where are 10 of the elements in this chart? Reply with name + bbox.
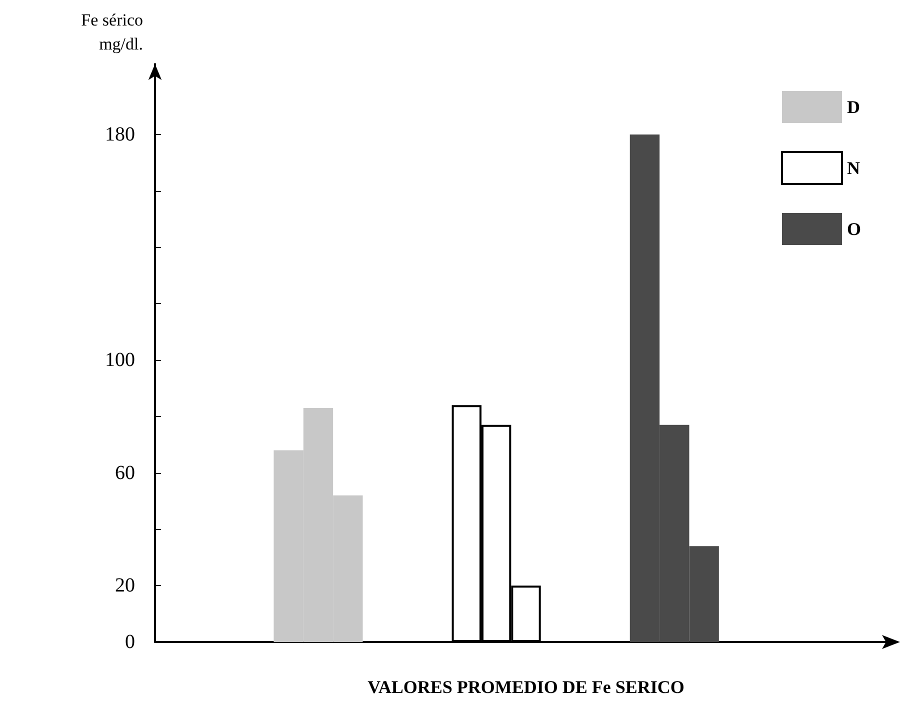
y-axis-title: Fe sérico mg/dl. xyxy=(81,10,143,54)
legend-label: D xyxy=(847,97,860,117)
y-tick-label: 20 xyxy=(115,574,135,597)
y-tick-label: 180 xyxy=(105,123,135,146)
y-tick-label: 100 xyxy=(105,349,135,372)
legend-label: N xyxy=(847,158,860,178)
y-tick-label: 60 xyxy=(115,462,135,484)
legend-label: O xyxy=(847,219,862,239)
y-tick-label: 0 xyxy=(125,631,135,653)
x-axis-title: VALORES PROMEDIO DE Fe SERICO xyxy=(368,677,684,697)
